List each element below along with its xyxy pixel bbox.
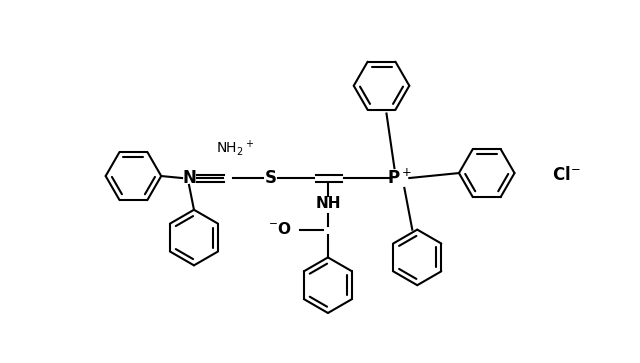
Text: NH$_2$$^+$: NH$_2$$^+$ [216, 138, 253, 158]
Text: $^{-}$O: $^{-}$O [268, 221, 292, 237]
Text: N: N [182, 169, 196, 187]
Text: S: S [264, 169, 276, 187]
Text: Cl$^{-}$: Cl$^{-}$ [552, 166, 580, 184]
Text: P$^+$: P$^+$ [387, 168, 412, 188]
Text: NH: NH [315, 196, 340, 211]
